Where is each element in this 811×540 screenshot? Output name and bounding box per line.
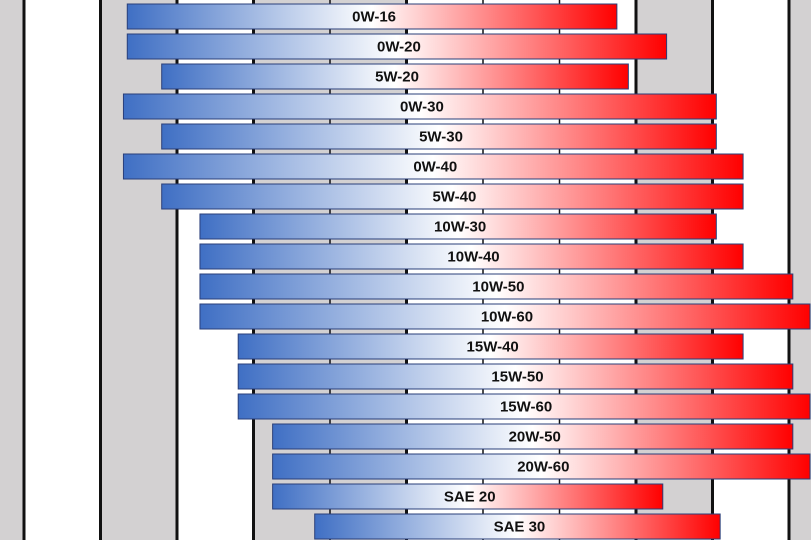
- bar-label: 10W-50: [472, 279, 524, 296]
- background-band: [100, 0, 177, 540]
- bar-label: 5W-20: [375, 69, 419, 86]
- bar-0w-16: [126, 3, 618, 30]
- minor-gridlines: [329, 0, 561, 540]
- major-gridlines: [22, 0, 791, 540]
- bar-sae-20: [272, 483, 664, 510]
- bar-label: 0W-20: [377, 39, 421, 56]
- bar-label: 15W-40: [467, 339, 519, 356]
- bar-15w-40: [237, 333, 744, 360]
- bar-label: 5W-40: [432, 189, 476, 206]
- bar-5w-20: [161, 63, 629, 90]
- bar-label: 20W-60: [517, 459, 569, 476]
- background-band: [712, 0, 789, 540]
- bar-20w-60: [272, 453, 811, 480]
- bar-10w-60: [199, 303, 811, 330]
- bar-label: 0W-30: [400, 99, 444, 116]
- bar-label: 20W-50: [509, 429, 561, 446]
- background-band: [406, 0, 636, 540]
- background-band: [0, 0, 24, 540]
- bar-label: 10W-60: [481, 309, 533, 326]
- bar-5w-40: [161, 183, 744, 210]
- bar-label: SAE 20: [444, 489, 496, 506]
- bar-15w-50: [237, 363, 794, 390]
- background-band: [24, 0, 101, 540]
- bar-10w-40: [199, 243, 744, 270]
- bar-10w-30: [199, 213, 717, 240]
- bar-label: SAE 30: [494, 519, 546, 536]
- bar-20w-50: [272, 423, 794, 450]
- bar-15w-60: [237, 393, 811, 420]
- bar-label: 0W-16: [352, 9, 396, 26]
- bar-10w-50: [199, 273, 794, 300]
- bar-5w-30: [161, 123, 717, 150]
- bar-label: 10W-40: [447, 249, 499, 266]
- background-band: [177, 0, 254, 540]
- background-band: [636, 0, 713, 540]
- bar-series: 0W-16 0W-20 5W-20 0W-30 5W-30 0W-40 5W-40 10W-3…: [122, 3, 811, 540]
- bar-0w-30: [122, 93, 717, 120]
- bar-0w-40: [122, 153, 744, 180]
- bar-label: 15W-60: [500, 399, 552, 416]
- bar-label: 15W-50: [491, 369, 543, 386]
- bar-sae-30: [314, 513, 721, 540]
- bar-label: 0W-40: [413, 159, 457, 176]
- bar-0w-20: [126, 33, 668, 60]
- bar-label: 10W-30: [434, 219, 486, 236]
- bar-label: 5W-30: [419, 129, 463, 146]
